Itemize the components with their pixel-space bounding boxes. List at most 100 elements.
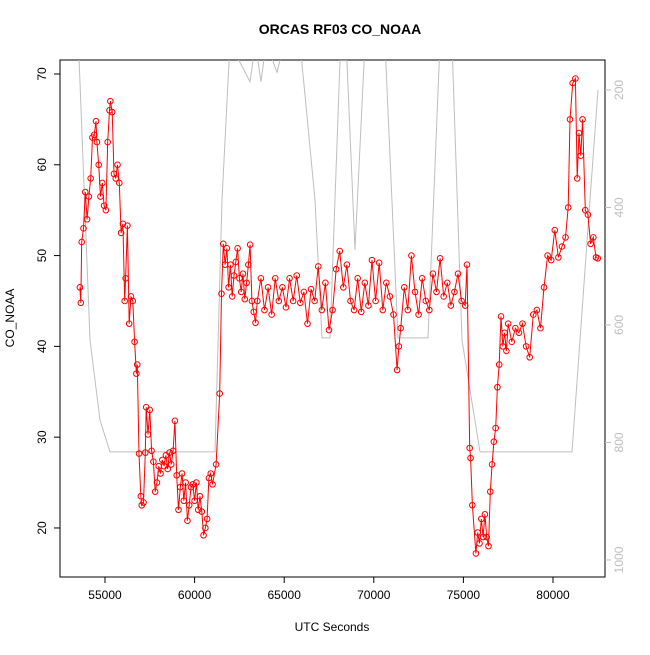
data-point xyxy=(508,338,516,346)
data-point xyxy=(102,206,110,214)
data-point xyxy=(499,343,507,350)
data-point xyxy=(497,313,505,320)
data-point xyxy=(93,138,101,146)
data-point xyxy=(151,488,159,495)
data-point xyxy=(166,449,173,456)
data-point xyxy=(566,116,574,123)
data-point xyxy=(411,288,419,296)
data-point xyxy=(297,299,304,307)
data-point xyxy=(164,465,172,473)
data-point xyxy=(85,193,93,200)
y2-tick-label: 1000 xyxy=(612,546,626,573)
y2-tick-label: 400 xyxy=(612,197,626,217)
data-point xyxy=(447,302,455,309)
data-point xyxy=(168,461,175,468)
data-point xyxy=(422,297,430,305)
data-point xyxy=(176,483,184,491)
data-point xyxy=(436,255,444,262)
data-point xyxy=(245,261,252,268)
data-point xyxy=(131,338,138,346)
data-point xyxy=(146,406,154,414)
data-point xyxy=(529,311,537,318)
data-point xyxy=(77,299,85,307)
data-point xyxy=(148,447,155,455)
data-point xyxy=(472,550,480,557)
data-point xyxy=(533,306,541,314)
data-point xyxy=(375,259,383,267)
data-point xyxy=(112,175,120,182)
data-point xyxy=(587,240,594,248)
data-point xyxy=(275,297,283,305)
data-point xyxy=(433,288,440,296)
data-point xyxy=(379,306,387,314)
data-point xyxy=(467,454,474,462)
data-point xyxy=(250,308,258,316)
data-point xyxy=(184,517,191,525)
y-tick-label: 40 xyxy=(35,339,49,353)
data-point xyxy=(555,254,562,261)
data-point xyxy=(318,306,326,314)
data-point xyxy=(252,319,259,327)
data-point xyxy=(202,524,209,532)
data-point xyxy=(257,274,265,282)
data-point xyxy=(87,175,94,182)
data-point xyxy=(332,265,340,273)
data-point xyxy=(95,161,103,169)
data-point xyxy=(336,247,344,255)
data-point xyxy=(579,116,586,123)
data-point xyxy=(501,329,508,337)
data-point xyxy=(268,311,275,318)
y-tick-label: 30 xyxy=(35,430,49,444)
data-point xyxy=(178,470,186,477)
data-point xyxy=(372,297,379,305)
x-tick-label: 70000 xyxy=(357,588,391,602)
y2-tick-label: 200 xyxy=(612,80,626,100)
data-point xyxy=(142,449,149,456)
data-point xyxy=(125,320,133,327)
data-point xyxy=(157,470,164,477)
data-point xyxy=(171,417,179,425)
data-point xyxy=(426,306,433,314)
data-point xyxy=(116,179,123,187)
x-tick-label: 55000 xyxy=(88,588,122,602)
data-point xyxy=(479,533,487,541)
data-point xyxy=(108,108,116,116)
data-point xyxy=(117,229,125,237)
data-point xyxy=(180,497,188,505)
data-point xyxy=(469,501,476,509)
data-point xyxy=(135,450,143,457)
data-point xyxy=(223,245,231,252)
data-point xyxy=(512,324,519,332)
data-point xyxy=(526,353,534,361)
data-point xyxy=(261,306,268,314)
data-point xyxy=(451,288,458,296)
data-point xyxy=(271,274,279,282)
data-point xyxy=(218,290,225,298)
data-point xyxy=(83,215,91,223)
data-point xyxy=(393,366,401,374)
x-tick-label: 65000 xyxy=(268,588,302,602)
data-point xyxy=(390,311,397,318)
data-point xyxy=(466,444,473,452)
data-point xyxy=(540,284,548,291)
data-point xyxy=(463,261,471,268)
data-point xyxy=(522,343,530,350)
data-point xyxy=(485,542,492,550)
data-point xyxy=(185,501,193,509)
data-point xyxy=(279,284,286,291)
data-point xyxy=(153,479,161,486)
data-point xyxy=(558,243,566,250)
data-point xyxy=(474,529,482,536)
data-point xyxy=(227,261,234,268)
data-point xyxy=(200,531,207,539)
data-point xyxy=(282,304,290,311)
data-point xyxy=(340,284,347,291)
plot-frame xyxy=(59,59,606,578)
data-point xyxy=(169,447,177,455)
data-point xyxy=(577,152,585,160)
data-point xyxy=(314,263,322,270)
data-point xyxy=(254,297,261,305)
data-point xyxy=(236,274,243,282)
